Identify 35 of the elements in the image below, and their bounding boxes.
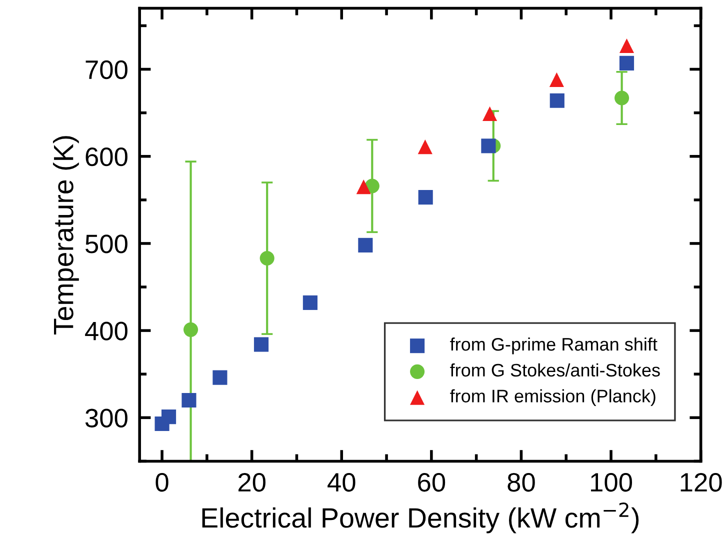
point [481,138,496,154]
point [212,370,228,385]
point [254,337,269,352]
y-tick-label: 700 [86,60,128,80]
legend-label: from G-prime Raman shift [450,337,658,354]
point [358,238,373,252]
x-tick-label: 80 [508,473,535,492]
x-tick-label: 100 [591,473,632,492]
point [550,93,564,108]
point [619,38,634,54]
x-tick-label: 40 [328,473,356,492]
point [260,250,274,266]
y-tick-label: 300 [85,408,128,428]
point [161,410,176,424]
y-axis-title: Temperature (K) [53,136,79,334]
x-axis-title: Electrical Power Density (kW cm$^{−2}$) [202,502,639,534]
point [183,322,198,337]
x-tick-label: 20 [238,473,266,492]
point [182,392,196,408]
point [482,106,498,121]
point [302,295,318,310]
legend-label: from G Stokes/anti-Stokes [450,363,660,377]
point [418,190,433,205]
point [418,139,432,154]
point [619,56,634,70]
point [356,180,371,194]
x-tick-label: 0 [156,473,168,492]
legend-label: from IR emission (Planck) [450,389,656,406]
x-tick-label: 60 [418,473,446,492]
x-tick-label: 120 [680,473,722,492]
y-tick-label: 400 [85,322,128,340]
point [549,72,564,87]
y-tick-label: 600 [86,147,128,166]
y-tick-label: 500 [86,234,128,254]
point [614,90,630,106]
